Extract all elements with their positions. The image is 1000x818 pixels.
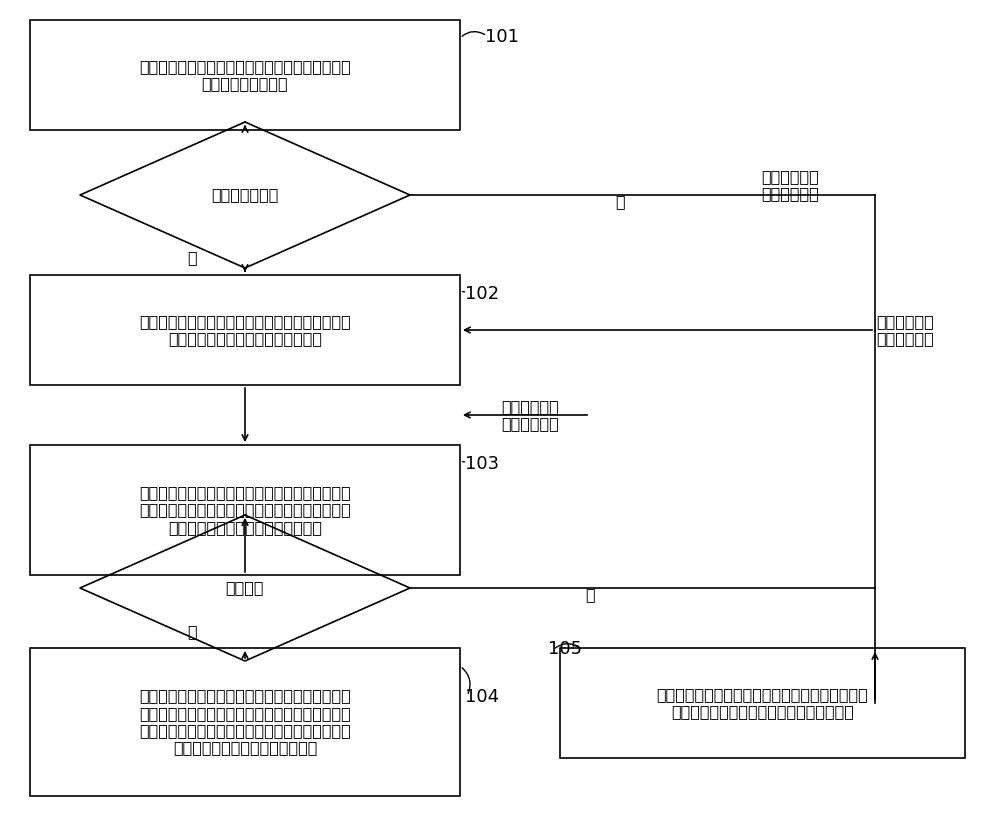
Text: 收到用户识别卡初始化请求消息后，比较所述用户
识别卡初始化请求消息中携带的用户识别卡应用模
式与所述预设的用户识别卡应用模式: 收到用户识别卡初始化请求消息后，比较所述用户 识别卡初始化请求消息中携带的用户识… (139, 485, 351, 535)
Bar (30, 20, 460, 130)
Text: 103: 103 (465, 455, 499, 473)
Text: 否: 否 (615, 195, 625, 209)
Text: 按照所述用户识别卡初始化请求消息中携带的用户
识别卡应用模式重新进行用户识别卡初始化: 按照所述用户识别卡初始化请求消息中携带的用户 识别卡应用模式重新进行用户识别卡初… (657, 687, 868, 719)
Text: 104: 104 (465, 688, 499, 706)
Text: 收到上电消息，按照预设的用户识别卡应用模式进
行用户识别卡初始化: 收到上电消息，按照预设的用户识别卡应用模式进 行用户识别卡初始化 (139, 59, 351, 91)
Text: 用户识别卡初
始化请求消息: 用户识别卡初 始化请求消息 (876, 314, 934, 346)
Text: 102: 102 (465, 285, 499, 303)
Text: 是: 是 (187, 250, 197, 266)
Text: 否: 否 (585, 587, 595, 603)
Text: 是: 是 (187, 624, 197, 640)
Text: 用户识别卡为
未初始化状态: 用户识别卡为 未初始化状态 (761, 169, 819, 201)
Bar (30, 275, 460, 385)
Text: 101: 101 (485, 28, 519, 46)
Text: 初始化是否成功: 初始化是否成功 (211, 187, 279, 203)
Bar (560, 648, 965, 758)
Bar (30, 445, 460, 575)
Text: 是否匹配: 是否匹配 (226, 581, 264, 596)
Bar (30, 648, 460, 796)
Text: 所述用户识别卡初始化请求消息中携带的用户识别
卡应用模式与预设的用户识别卡应用模式匹配时，
根据缓存的信息构造消息，将用户识别卡状态设置
为正常服务状态，结束本: 所述用户识别卡初始化请求消息中携带的用户识别 卡应用模式与预设的用户识别卡应用模… (139, 689, 351, 756)
Text: 105: 105 (548, 640, 582, 658)
Text: 初始化成功后，将用户识别卡状态设置为预初始化
状态，缓存移动终端协议栈所需信息: 初始化成功后，将用户识别卡状态设置为预初始化 状态，缓存移动终端协议栈所需信息 (139, 314, 351, 346)
Text: 用户识别卡初
始化请求消息: 用户识别卡初 始化请求消息 (501, 399, 559, 431)
